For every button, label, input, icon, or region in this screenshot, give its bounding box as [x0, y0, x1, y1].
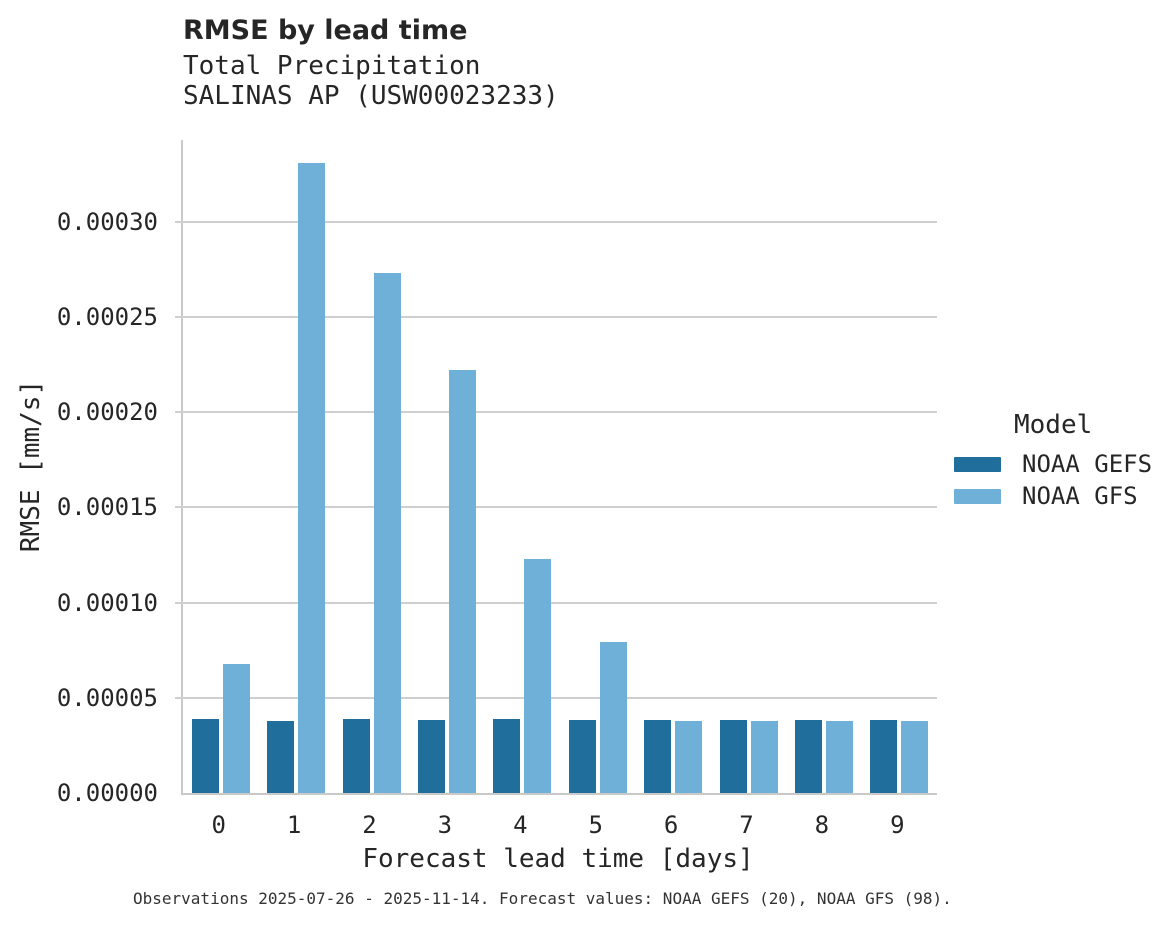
legend-swatch-noaa-gefs [954, 457, 1001, 472]
y-tick-label: 0.00000 [56, 779, 158, 807]
x-tick-label: 4 [513, 811, 528, 839]
y-gridline [175, 601, 937, 604]
y-gridline [175, 316, 937, 319]
bar-noaa-gefs-lead-3 [417, 719, 445, 793]
y-tick-label: 0.00030 [56, 207, 158, 236]
legend-label-noaa-gefs: NOAA GEFS [1022, 450, 1153, 478]
bar-noaa-gefs-lead-7 [719, 719, 747, 793]
x-tick-label: 0 [211, 811, 226, 839]
plot-area [175, 140, 937, 795]
bar-noaa-gfs-lead-1 [298, 162, 326, 793]
bar-noaa-gfs-lead-8 [825, 721, 853, 793]
legend-title: Model [1014, 410, 1093, 440]
x-tick-label: 8 [814, 811, 830, 839]
bar-noaa-gfs-lead-0 [222, 664, 250, 793]
legend-label-noaa-gfs: NOAA GFS [1022, 482, 1138, 510]
y-gridline [175, 506, 937, 509]
x-tick-label: 7 [739, 811, 754, 839]
y-gridline [175, 411, 937, 414]
y-tick-label: 0.00025 [56, 303, 158, 332]
chart-subtitle-station: SALINAS AP (USW00023233) [183, 81, 559, 111]
bar-noaa-gfs-lead-6 [675, 721, 703, 793]
bar-noaa-gefs-lead-8 [794, 719, 822, 793]
bar-noaa-gefs-lead-6 [644, 719, 672, 793]
bar-noaa-gefs-lead-1 [267, 721, 295, 793]
x-tick-label: 3 [437, 811, 453, 839]
y-tick-label: 0.00015 [56, 493, 158, 522]
x-tick-label: 5 [588, 811, 603, 839]
footer-note: Observations 2025-07-26 - 2025-11-14. Fo… [133, 889, 952, 908]
bar-noaa-gfs-lead-7 [750, 721, 778, 793]
x-tick-label: 2 [362, 811, 377, 839]
bar-noaa-gfs-lead-5 [599, 642, 627, 793]
y-gridline [175, 696, 937, 699]
x-tick-label: 6 [663, 811, 679, 839]
chart-subtitle-variable: Total Precipitation [183, 51, 481, 81]
bar-noaa-gfs-lead-9 [901, 721, 929, 793]
bar-noaa-gefs-lead-0 [191, 719, 219, 793]
bar-noaa-gfs-lead-3 [448, 370, 476, 793]
bar-noaa-gfs-lead-2 [373, 273, 401, 793]
bar-noaa-gfs-lead-4 [524, 558, 552, 793]
legend-swatch-noaa-gfs [954, 489, 1001, 504]
x-axis-title: Forecast lead time [days] [362, 844, 754, 874]
y-tick-label: 0.00005 [56, 683, 158, 712]
chart-title: RMSE by lead time [183, 15, 468, 46]
y-gridline [175, 220, 937, 223]
x-tick-label: 9 [890, 811, 905, 839]
bar-noaa-gefs-lead-4 [493, 719, 521, 793]
x-tick-label: 1 [286, 811, 302, 839]
y-tick-label: 0.00010 [56, 588, 158, 617]
y-tick-label: 0.00020 [56, 398, 158, 427]
bar-noaa-gefs-lead-2 [342, 719, 370, 793]
bar-noaa-gefs-lead-9 [870, 719, 898, 793]
bar-noaa-gefs-lead-5 [568, 719, 596, 793]
